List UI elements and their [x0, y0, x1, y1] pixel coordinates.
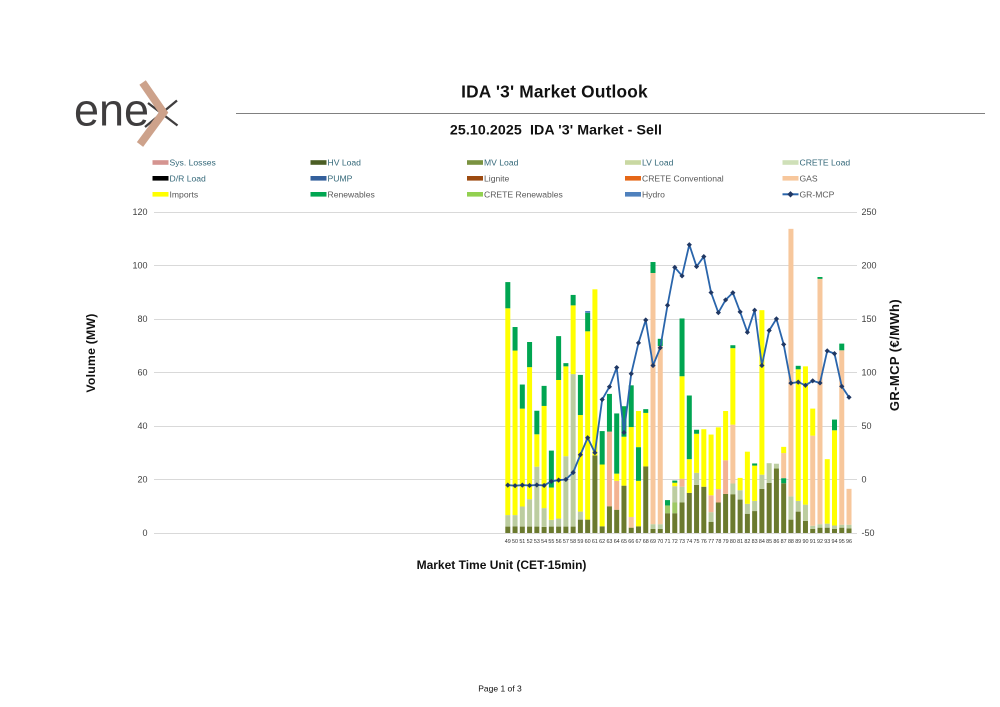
svg-text:90: 90: [802, 539, 808, 545]
svg-text:MV Load: MV Load: [484, 158, 519, 168]
svg-text:PUMP: PUMP: [328, 173, 353, 183]
svg-text:66: 66: [628, 539, 634, 545]
svg-text:70: 70: [657, 539, 663, 545]
svg-text:51: 51: [519, 539, 525, 545]
svg-text:95: 95: [839, 539, 845, 545]
svg-text:77: 77: [708, 539, 714, 545]
svg-text:GR-MCP (€/MWh): GR-MCP (€/MWh): [887, 299, 902, 411]
svg-text:IDA '3' Market Outlook: IDA '3' Market Outlook: [461, 82, 648, 102]
svg-text:Hydro: Hydro: [642, 189, 665, 199]
svg-text:Sys. Losses: Sys. Losses: [170, 158, 216, 168]
svg-text:74: 74: [686, 539, 692, 545]
svg-text:82: 82: [744, 539, 750, 545]
svg-text:CRETE Renewables: CRETE Renewables: [484, 189, 563, 199]
svg-text:56: 56: [556, 539, 562, 545]
svg-text:-50: -50: [862, 528, 875, 538]
svg-text:94: 94: [832, 539, 838, 545]
svg-text:ene: ene: [74, 85, 149, 136]
svg-text:79: 79: [723, 539, 729, 545]
svg-text:69: 69: [650, 539, 656, 545]
svg-text:200: 200: [862, 260, 877, 270]
svg-text:CRETE Conventional: CRETE Conventional: [642, 173, 724, 183]
svg-text:73: 73: [679, 539, 685, 545]
svg-text:HV Load: HV Load: [328, 158, 362, 168]
svg-text:84: 84: [759, 539, 765, 545]
svg-text:250: 250: [862, 207, 877, 217]
svg-text:40: 40: [137, 421, 147, 431]
svg-text:D/R Load: D/R Load: [170, 173, 207, 183]
svg-text:52: 52: [527, 539, 533, 545]
svg-text:91: 91: [810, 539, 816, 545]
svg-text:61: 61: [592, 539, 598, 545]
svg-text:0: 0: [142, 528, 147, 538]
svg-text:150: 150: [862, 314, 877, 324]
svg-text:87: 87: [781, 539, 787, 545]
svg-text:CRETE Load: CRETE Load: [800, 158, 851, 168]
svg-text:GR-MCP: GR-MCP: [800, 189, 835, 199]
svg-text:80: 80: [137, 314, 147, 324]
svg-text:96: 96: [846, 539, 852, 545]
svg-text:54: 54: [541, 539, 547, 545]
svg-text:120: 120: [132, 207, 147, 217]
svg-text:55: 55: [548, 539, 554, 545]
svg-text:50: 50: [862, 421, 872, 431]
svg-text:86: 86: [773, 539, 779, 545]
svg-text:50: 50: [512, 539, 518, 545]
svg-text:58: 58: [570, 539, 576, 545]
svg-text:Page 1 of 3: Page 1 of 3: [478, 684, 522, 694]
svg-text:75: 75: [694, 539, 700, 545]
svg-text:89: 89: [795, 539, 801, 545]
svg-text:20: 20: [137, 474, 147, 484]
svg-text:64: 64: [614, 539, 620, 545]
svg-text:Lignite: Lignite: [484, 173, 510, 183]
svg-text:62: 62: [599, 539, 605, 545]
svg-text:49: 49: [505, 539, 511, 545]
svg-text:67: 67: [635, 539, 641, 545]
svg-text:80: 80: [730, 539, 736, 545]
svg-text:0: 0: [862, 474, 867, 484]
svg-text:Renewables: Renewables: [328, 189, 375, 199]
svg-text:Volume (MW): Volume (MW): [84, 313, 98, 392]
svg-text:81: 81: [737, 539, 743, 545]
svg-text:93: 93: [824, 539, 830, 545]
svg-text:78: 78: [715, 539, 721, 545]
svg-text:GAS: GAS: [800, 173, 818, 183]
svg-text:63: 63: [606, 539, 612, 545]
svg-text:68: 68: [643, 539, 649, 545]
svg-text:88: 88: [788, 539, 794, 545]
svg-text:83: 83: [752, 539, 758, 545]
svg-text:LV Load: LV Load: [642, 158, 674, 168]
svg-text:Imports: Imports: [170, 189, 199, 199]
svg-text:92: 92: [817, 539, 823, 545]
svg-text:65: 65: [621, 539, 627, 545]
svg-text:76: 76: [701, 539, 707, 545]
svg-text:100: 100: [132, 260, 147, 270]
svg-text:72: 72: [672, 539, 678, 545]
svg-text:59: 59: [577, 539, 583, 545]
svg-text:85: 85: [766, 539, 772, 545]
svg-text:57: 57: [563, 539, 569, 545]
svg-text:25.10.2025 IDA '3' Market - S: 25.10.2025 IDA '3' Market - Sell: [450, 122, 662, 138]
svg-text:60: 60: [585, 539, 591, 545]
svg-text:Market Time Unit (CET-15min): Market Time Unit (CET-15min): [417, 558, 587, 572]
svg-text:71: 71: [665, 539, 671, 545]
svg-text:100: 100: [862, 367, 877, 377]
svg-text:60: 60: [137, 367, 147, 377]
svg-text:53: 53: [534, 539, 540, 545]
